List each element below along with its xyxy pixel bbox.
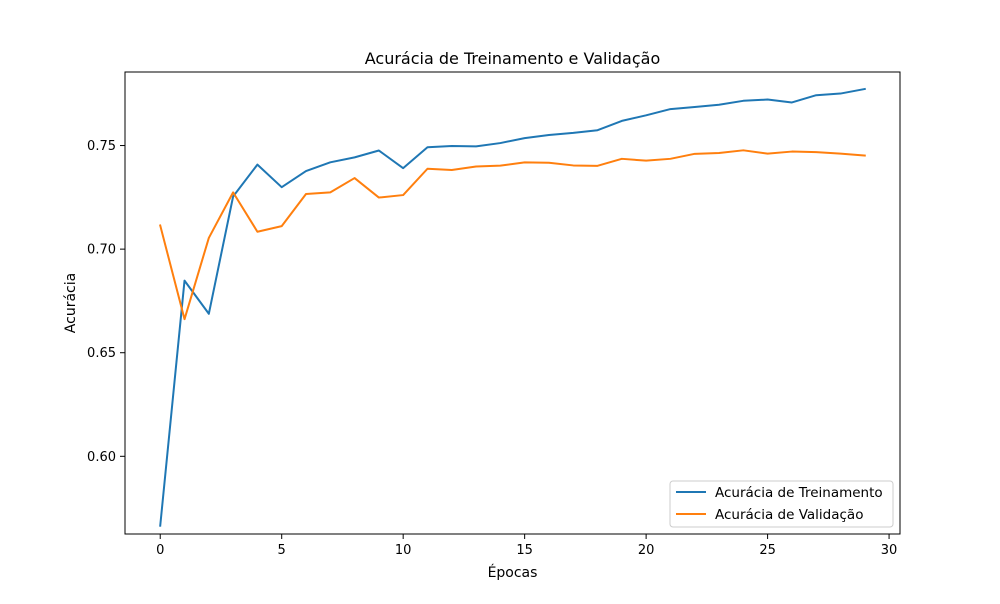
x-tick-label: 25	[759, 543, 776, 558]
y-axis-label: Acurácia	[63, 273, 79, 333]
y-tick-label: 0.75	[87, 139, 116, 154]
x-tick-label: 15	[516, 543, 533, 558]
legend-label-training: Acurácia de Treinamento	[715, 485, 883, 501]
plot-frame	[124, 71, 901, 535]
x-tick-label: 5	[278, 543, 286, 558]
x-axis-ticks: 0 5 10 15 20 25 30	[156, 534, 897, 558]
x-tick-label: 30	[881, 543, 898, 558]
legend-label-validation: Acurácia de Validação	[715, 507, 863, 523]
y-tick-label: 0.70	[87, 243, 116, 258]
series-line-validation	[159, 149, 866, 321]
series-line-training	[159, 87, 866, 527]
x-tick-label: 0	[156, 543, 164, 558]
x-axis-label: Épocas	[488, 564, 538, 581]
legend: Acurácia de Treinamento Acurácia de Vali…	[669, 480, 894, 528]
legend-box	[669, 480, 894, 528]
x-tick-label: 20	[638, 543, 655, 558]
y-tick-label: 0.65	[87, 346, 116, 361]
x-tick-label: 10	[395, 543, 412, 558]
chart-title: Acurácia de Treinamento e Validação	[365, 49, 660, 68]
series-layer	[159, 87, 866, 527]
y-axis-ticks: 0.60 0.65 0.70 0.75	[87, 139, 125, 465]
y-tick-label: 0.60	[87, 450, 116, 465]
